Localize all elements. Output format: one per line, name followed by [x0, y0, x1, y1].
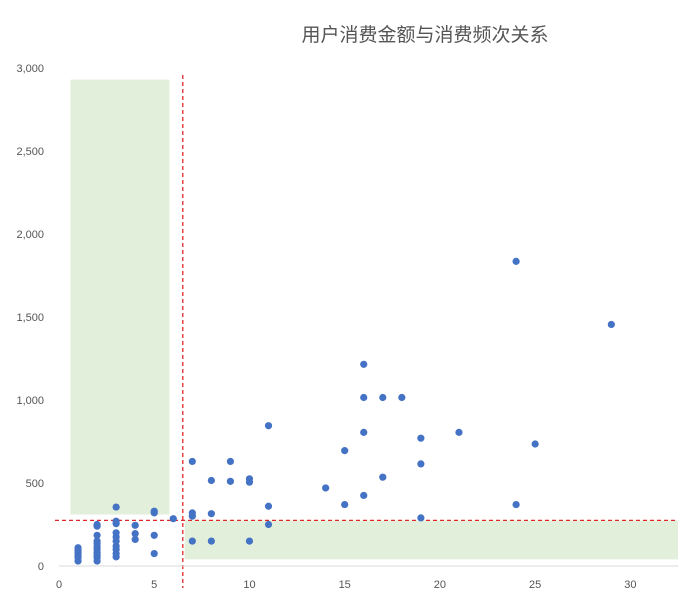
chart-title: 用户消费金额与消费频次关系: [301, 24, 549, 46]
highlight-regions: [70, 79, 678, 560]
y-tick-label: 1,000: [16, 395, 44, 407]
x-tick-label: 15: [339, 579, 351, 591]
highlight-region-2: [184, 520, 678, 560]
data-point: [512, 500, 520, 509]
data-point: [131, 530, 139, 538]
data-point: [417, 434, 425, 442]
data-point: [322, 484, 330, 492]
data-point: [207, 476, 215, 485]
y-tick-label: 500: [26, 478, 44, 490]
data-point: [264, 422, 273, 430]
y-tick-label: 0: [38, 561, 44, 573]
data-point: [531, 440, 539, 448]
data-point: [131, 535, 139, 544]
data-point: [112, 517, 120, 525]
data-point: [245, 475, 254, 483]
data-point: [455, 428, 463, 436]
data-point: [245, 537, 254, 545]
data-point: [112, 529, 120, 537]
data-point: [398, 393, 406, 402]
data-point: [360, 491, 368, 500]
highlight-region-1: [70, 79, 170, 515]
data-point: [341, 500, 349, 509]
x-tick-label: 20: [434, 579, 446, 591]
x-tick-label: 10: [243, 579, 255, 591]
data-point: [74, 544, 82, 552]
data-point: [417, 514, 425, 522]
y-tick-label: 1,500: [16, 312, 44, 324]
data-point: [512, 257, 520, 265]
data-point: [112, 503, 120, 511]
data-point: [379, 473, 387, 481]
data-point: [150, 507, 158, 515]
data-point: [188, 457, 196, 466]
reference-lines: [55, 75, 678, 588]
x-tick-label: 5: [151, 579, 157, 591]
data-point: [93, 520, 101, 529]
data-point: [188, 509, 196, 517]
data-point: [226, 477, 235, 485]
data-point: [264, 520, 273, 529]
data-point: [226, 457, 235, 466]
data-point: [169, 515, 177, 523]
data-point: [360, 360, 368, 368]
data-point: [379, 393, 387, 402]
data-point: [150, 549, 158, 558]
x-tick-label: 25: [529, 579, 541, 591]
data-point: [207, 537, 215, 545]
data-point: [607, 320, 615, 329]
y-tick-label: 2,000: [16, 229, 44, 241]
data-point: [341, 447, 349, 455]
data-point: [264, 502, 273, 510]
x-tick-label: 30: [624, 579, 636, 591]
data-point: [93, 531, 101, 539]
data-point: [150, 531, 158, 539]
axes: 0 5 10 15 20 25 30 0 500 1,000 1,500 2,000 2,500 3,00…: [16, 63, 678, 591]
x-tick-label: 0: [56, 579, 62, 591]
data-point: [417, 460, 425, 468]
y-tick-label: 3,000: [16, 63, 44, 75]
data-point: [131, 521, 139, 529]
data-point: [93, 537, 101, 545]
data-point: [360, 393, 368, 402]
data-point: [112, 542, 120, 550]
data-point: [360, 428, 368, 436]
data-point: [207, 510, 215, 518]
data-points: [74, 257, 615, 565]
y-tick-label: 2,500: [16, 146, 44, 158]
data-point: [188, 537, 196, 545]
